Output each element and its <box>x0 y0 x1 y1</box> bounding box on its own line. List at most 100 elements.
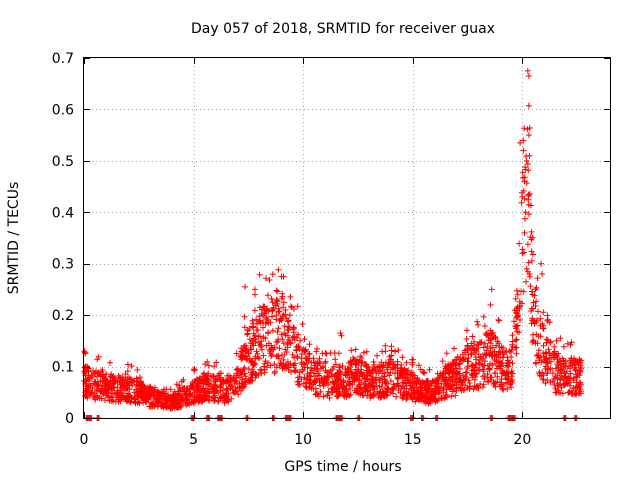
data-point <box>141 382 148 389</box>
data-point <box>387 356 394 363</box>
data-point <box>269 307 276 314</box>
data-point <box>509 360 516 367</box>
data-point <box>519 193 526 200</box>
data-point <box>363 348 370 355</box>
data-point <box>576 379 583 386</box>
data-point <box>374 352 380 359</box>
data-point <box>211 392 218 399</box>
data-point <box>285 364 292 371</box>
data-point <box>252 291 258 298</box>
data-point <box>274 288 281 295</box>
data-point <box>271 344 278 351</box>
data-point <box>107 377 114 384</box>
data-point <box>232 384 239 391</box>
data-point <box>463 336 470 342</box>
data-point <box>215 389 222 396</box>
data-point <box>456 360 463 367</box>
data-point <box>532 286 539 293</box>
data-point <box>480 344 487 351</box>
data-point <box>572 367 579 374</box>
data-point <box>211 397 218 404</box>
data-point <box>560 343 567 350</box>
data-point <box>449 370 455 377</box>
data-point <box>302 361 308 368</box>
data-point <box>197 374 204 381</box>
data-point <box>470 367 477 374</box>
data-point <box>385 360 392 367</box>
data-point <box>302 346 309 353</box>
data-point <box>299 368 306 375</box>
data-point <box>494 338 501 345</box>
data-point <box>576 390 583 396</box>
data-point <box>465 377 472 384</box>
data-point <box>259 346 265 353</box>
data-point <box>469 363 476 370</box>
data-point <box>248 358 255 365</box>
data-point <box>394 380 401 387</box>
data-point <box>320 382 327 389</box>
data-point <box>473 370 480 377</box>
data-point <box>102 397 108 404</box>
data-point <box>271 361 278 368</box>
data-point <box>338 332 345 339</box>
data-point <box>176 382 182 389</box>
x-tick-label: 15 <box>404 432 422 448</box>
data-point <box>513 314 520 321</box>
data-point <box>107 359 113 366</box>
data-point <box>452 378 459 384</box>
data-point <box>443 386 450 393</box>
data-point <box>530 318 537 324</box>
data-point <box>482 331 489 338</box>
data-point <box>527 234 534 241</box>
data-point <box>146 403 153 410</box>
data-point <box>250 330 257 337</box>
data-point <box>390 366 396 373</box>
data-point <box>549 378 556 385</box>
data-point <box>135 379 142 386</box>
data-point <box>487 374 494 381</box>
y-tick-label: 0.2 <box>52 308 74 324</box>
data-point <box>538 359 545 366</box>
data-point <box>93 381 100 387</box>
data-point <box>477 381 484 388</box>
data-point <box>273 364 280 371</box>
data-point <box>577 359 584 366</box>
data-point <box>381 373 388 380</box>
data-point <box>260 324 266 331</box>
data-point <box>547 352 554 359</box>
data-point <box>254 327 261 334</box>
data-point <box>521 178 528 185</box>
data-point <box>238 354 245 361</box>
data-point <box>498 381 505 388</box>
data-point <box>205 388 212 395</box>
data-point <box>278 273 285 280</box>
data-point <box>522 209 529 216</box>
data-point <box>448 383 455 390</box>
data-point <box>228 383 235 390</box>
data-point <box>474 341 481 348</box>
data-point <box>120 383 127 390</box>
data-point <box>241 364 248 371</box>
data-point <box>238 371 245 378</box>
data-point <box>215 398 222 405</box>
data-point <box>525 259 532 266</box>
data-point <box>297 337 304 344</box>
data-point <box>114 384 121 391</box>
data-point <box>269 271 276 278</box>
data-point <box>496 317 502 324</box>
data-point <box>209 373 216 380</box>
data-point <box>313 377 320 384</box>
data-point <box>443 350 450 357</box>
data-point <box>558 384 565 391</box>
data-point <box>85 365 92 372</box>
data-point <box>348 361 355 367</box>
data-point <box>278 316 285 323</box>
data-point <box>392 348 398 355</box>
x-tick-label: 0 <box>80 432 89 448</box>
data-point <box>482 351 489 358</box>
data-point <box>570 358 577 365</box>
data-point <box>275 325 282 332</box>
data-point <box>567 341 574 348</box>
data-point <box>249 337 256 344</box>
